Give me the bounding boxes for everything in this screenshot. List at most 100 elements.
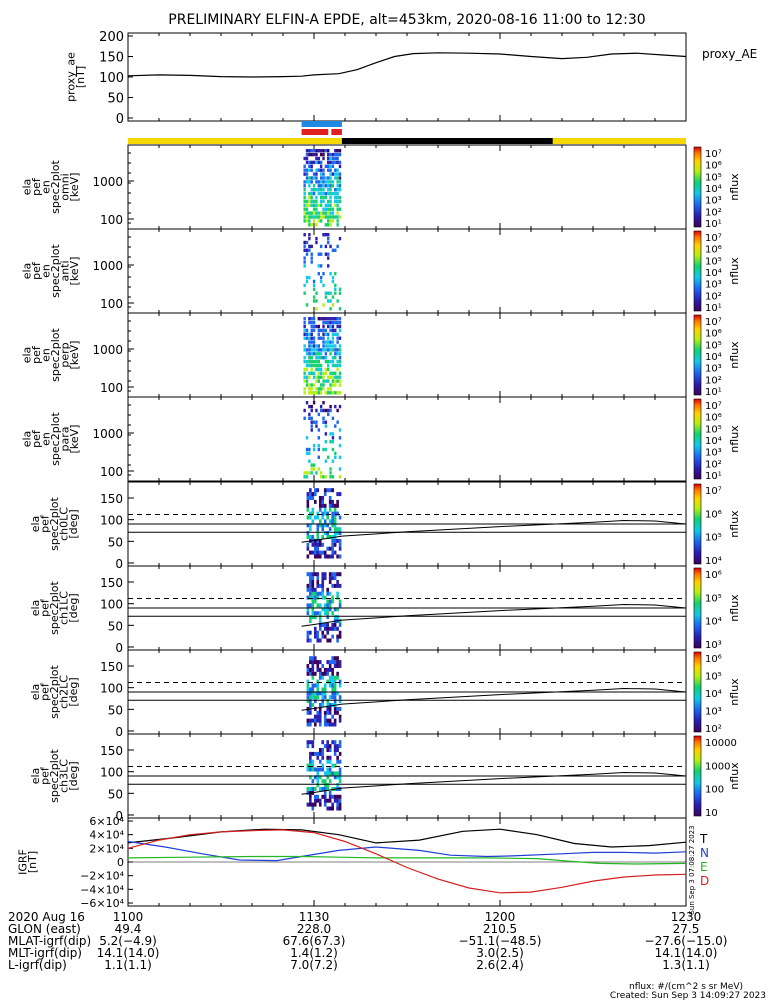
pitch-angle-pixel	[321, 751, 325, 756]
proxy-ae-frame	[127, 32, 687, 122]
pitch-angle-pixel	[306, 542, 310, 547]
spectrogram-pixel	[336, 211, 339, 215]
spectrogram-ylabel-line: en	[39, 348, 52, 362]
spectrogram-pixel	[324, 432, 328, 436]
pitch-angle-pixel	[314, 714, 317, 719]
colorbar-tick-label: 10⁶	[705, 245, 722, 256]
spectrogram-pixel	[315, 172, 318, 176]
spectrogram-pixel	[331, 279, 335, 284]
spectrogram-pixel	[322, 420, 325, 424]
spectrogram-pixel	[327, 324, 330, 329]
pitch-angle-pixel	[323, 576, 327, 581]
igrf-line-N	[127, 840, 687, 862]
spectrogram-pixel	[334, 195, 337, 200]
spectrogram-pixel	[338, 371, 342, 375]
pitch-angle-pixel	[338, 679, 342, 684]
spectrogram-pixel	[319, 475, 323, 479]
spectrogram-pixel	[315, 168, 318, 172]
spectrogram-pixel	[324, 291, 328, 295]
spectrogram-pixel	[329, 188, 332, 192]
pitch-angle-pixel	[326, 744, 329, 749]
spectrogram-pixel	[303, 359, 306, 364]
pitch-angle-pixel	[331, 595, 334, 600]
spectrogram-pixel	[336, 352, 339, 356]
pitch-angle-pixel	[333, 550, 337, 555]
pitch-angle-pixel	[309, 550, 312, 555]
spectrogram-pixel	[305, 359, 309, 364]
colorbar-tick-label: 10⁵	[705, 533, 722, 544]
spectrogram-pixel	[338, 344, 342, 348]
spectrogram-pixel	[324, 180, 328, 184]
spectrogram-pixel	[322, 317, 325, 321]
spectrogram-pixel	[303, 188, 306, 192]
pitch-angle-pixel	[336, 783, 339, 788]
spectrogram-pixel	[312, 215, 316, 219]
colorbar-label: nflux	[728, 510, 741, 538]
spectrogram-pixel	[324, 356, 328, 360]
pitch-angle-pixel	[323, 611, 327, 616]
pitch-angle-pixel	[306, 595, 310, 600]
pitch-angle-pixel	[309, 755, 312, 760]
ephemeris-time-tick: 1230	[671, 910, 702, 924]
pitch-angle-pixel	[316, 542, 320, 547]
pitch-angle-pixel	[309, 572, 312, 577]
pitch-angle-pixel	[326, 599, 329, 604]
pitch-angle-ylabel-line: pef	[39, 766, 52, 785]
pitch-angle-pixel	[338, 583, 342, 588]
spectrogram-pixel	[329, 371, 332, 375]
spectrogram-pixel	[303, 371, 306, 375]
spectrogram-pixel	[317, 455, 320, 459]
spectrogram-pixel	[331, 447, 335, 452]
pitch-angle-pixel	[316, 638, 320, 643]
spectrogram-pixel	[305, 252, 309, 256]
pitch-angle-pixel	[321, 499, 325, 504]
pitch-angle-pixel	[323, 691, 327, 696]
pitch-angle-pixel	[326, 488, 329, 493]
pitch-angle-pixel	[311, 667, 315, 672]
pitch-angle-pixel	[323, 607, 327, 612]
pitch-angle-pixel	[321, 583, 325, 588]
spectrogram-pixel	[324, 332, 328, 336]
spectrogram-pixel	[308, 244, 311, 249]
pitch-angle-pixel	[326, 771, 329, 776]
spectrogram-pixel	[331, 160, 335, 165]
spectrogram-pixel	[322, 168, 325, 172]
spectrogram-pixel	[327, 233, 330, 237]
pitch-angle-pixel	[338, 546, 342, 551]
spectrogram-pixel	[327, 160, 330, 165]
ephemeris-value: 2.6(2.4)	[476, 958, 524, 972]
pitch-angle-pixel	[336, 798, 339, 803]
pitch-angle-pixel	[333, 538, 337, 543]
colorbar-tick-label: 10⁴	[705, 617, 722, 628]
pitch-angle-pixel	[323, 507, 327, 512]
spectrogram-pixel	[303, 211, 306, 215]
pitch-angle-pixel	[323, 503, 327, 508]
spectrogram-pixel	[317, 379, 320, 383]
pitch-angle-pixel	[316, 523, 320, 528]
spectrogram-pixel	[329, 408, 332, 413]
spectrogram-pixel	[319, 176, 323, 180]
spectrogram-pixel	[305, 451, 309, 456]
pitch-angle-pixel	[314, 626, 317, 631]
pitch-angle-pixel	[333, 523, 337, 528]
spectrogram-pixel	[329, 215, 332, 219]
spectrogram-ylabel-line: omni	[58, 173, 71, 200]
spectrogram-pixel	[327, 387, 330, 391]
spectrogram-pixel	[334, 215, 337, 219]
pitch-angle-pixel	[321, 527, 325, 532]
pitch-angle-pixel	[318, 703, 322, 707]
igrf-line-D	[127, 829, 687, 894]
pitch-angle-pixel	[318, 615, 322, 620]
pitch-angle-pixel	[318, 775, 322, 780]
pitch-angle-pixel	[326, 591, 329, 596]
pitch-angle-pixel	[326, 775, 329, 780]
colorbar-tick-label: 10⁵	[705, 256, 722, 267]
pitch-angle-pixel	[323, 687, 327, 692]
pitch-angle-pixel	[311, 607, 315, 612]
spectrogram-pixel	[338, 324, 342, 329]
pitch-angle-pixel	[331, 622, 334, 627]
colorbar-tick-label: 10⁷	[705, 401, 722, 412]
pitch-angle-pixel	[306, 767, 310, 772]
spectrogram-pixel	[327, 291, 330, 295]
